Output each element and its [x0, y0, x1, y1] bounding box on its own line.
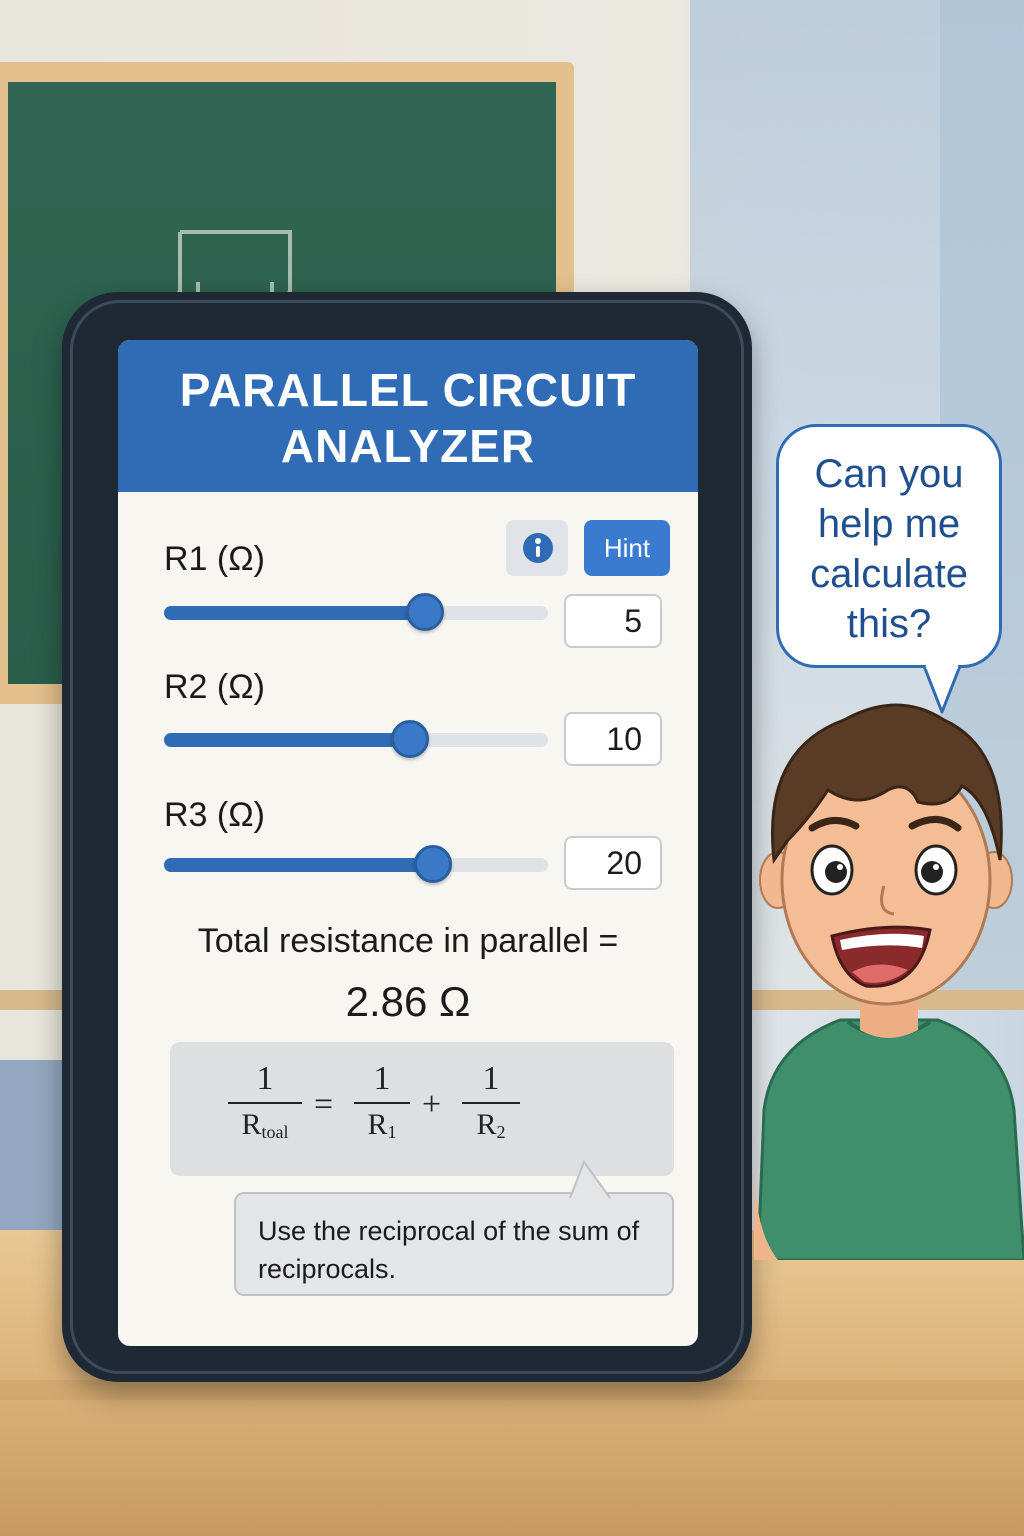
formula-plus: + [422, 1086, 442, 1123]
r3-slider-fill [164, 858, 433, 872]
fraction-bar [354, 1102, 410, 1104]
r1-label: R1 (Ω) [164, 540, 265, 578]
student-illustration [754, 703, 1024, 1260]
formula-term-2: 1 R2 [462, 1060, 520, 1149]
app-header: PARALLEL CIRCUIT ANALYZER [118, 340, 698, 492]
r2-slider[interactable] [164, 720, 548, 758]
analyzer-screen: PARALLEL CIRCUIT ANALYZER Hint R1 (Ω) 5 … [118, 340, 698, 1346]
r2-label: R2 (Ω) [164, 668, 265, 706]
info-icon [523, 533, 553, 563]
info-button[interactable] [506, 520, 568, 576]
student-speech-bubble: Can you help me calculate this? [776, 424, 1002, 668]
r3-value-input[interactable]: 20 [564, 836, 662, 890]
r3-slider-handle[interactable] [413, 845, 452, 883]
formula-box: 1 Rtoal = 1 R1 + 1 R2 [170, 1042, 674, 1176]
total-resistance-value: 2.86 Ω [345, 978, 471, 1025]
r1-slider-handle[interactable] [406, 593, 445, 631]
hint-tooltip-text: Use the reciprocal of the sum of recipro… [258, 1216, 640, 1284]
student-shirt [756, 1018, 1024, 1260]
formula-t2-denominator: R2 [462, 1108, 520, 1149]
r2-slider-fill [164, 733, 410, 747]
formula-term-1: 1 R1 [354, 1060, 410, 1149]
formula-t1-numerator: 1 [373, 1060, 391, 1097]
formula-lhs-denominator: Rtoal [228, 1108, 302, 1149]
formula-t2-den-symbol: R [476, 1108, 497, 1141]
r3-slider[interactable] [164, 845, 548, 883]
formula-t2-den-subscript: 2 [496, 1122, 506, 1142]
app-title: PARALLEL CIRCUIT ANALYZER [179, 364, 637, 472]
formula-t2-numerator: 1 [482, 1060, 500, 1097]
fraction-bar [228, 1102, 302, 1104]
r1-slider[interactable] [164, 593, 548, 631]
hint-button[interactable]: Hint [584, 520, 670, 576]
formula-lhs-den-subscript: toal [261, 1122, 289, 1142]
r2-slider-handle[interactable] [390, 720, 429, 758]
formula-t1-den-symbol: R [367, 1108, 388, 1141]
formula-lhs: 1 Rtoal [228, 1060, 302, 1149]
formula-t1-denominator: R1 [354, 1108, 410, 1149]
desk-edge [0, 1380, 1024, 1400]
tablet-bezel [70, 300, 744, 1374]
fraction-bar [462, 1102, 520, 1104]
formula-t1-den-subscript: 1 [387, 1122, 397, 1142]
formula-equals: = [314, 1086, 334, 1123]
hint-tooltip-pointer [569, 1160, 611, 1200]
r2-value-input[interactable]: 10 [564, 712, 662, 766]
r3-label: R3 (Ω) [164, 796, 265, 834]
hint-tooltip: Use the reciprocal of the sum of recipro… [234, 1160, 674, 1296]
student-hair [770, 703, 1003, 865]
r1-value-input[interactable]: 5 [564, 594, 662, 648]
r1-slider-fill [164, 606, 426, 620]
formula-lhs-den-symbol: R [241, 1108, 262, 1141]
total-resistance-label: Total resistance in parallel = [197, 922, 619, 960]
speech-bubble-tail [922, 664, 962, 714]
student-speech-text: Can you help me calculate this? [810, 452, 968, 646]
formula-lhs-numerator: 1 [256, 1060, 274, 1097]
